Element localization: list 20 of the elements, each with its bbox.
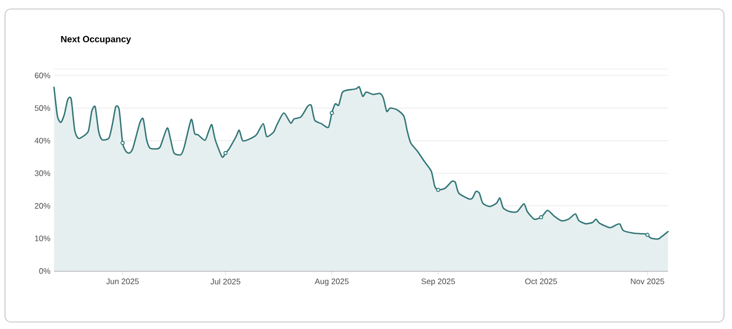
point <box>539 215 544 220</box>
y-tick-label: 20% <box>34 203 50 209</box>
point <box>223 151 228 156</box>
y-tick-label: 30% <box>34 170 50 176</box>
point <box>436 188 440 192</box>
x-tick-label: Sep 2025 <box>421 278 455 286</box>
x-tick-label: Nov 2025 <box>630 278 664 284</box>
y-tick-label: 40% <box>34 138 50 144</box>
x-tick-label: Oct 2025 <box>525 278 557 284</box>
chart-title: Next Occupancy <box>61 36 132 44</box>
point <box>330 110 334 116</box>
y-tick-label: 0% <box>39 268 50 274</box>
point <box>120 140 125 145</box>
y-tick-label: 60% <box>34 72 50 78</box>
x-tick-label: Aug 2025 <box>314 278 349 286</box>
y-tick-label: 10% <box>35 236 50 242</box>
x-tick-label: Jul 2025 <box>210 278 240 284</box>
point <box>645 232 650 237</box>
x-tick-label: Jun 2025 <box>106 278 139 284</box>
y-tick-label: 50% <box>34 105 50 111</box>
